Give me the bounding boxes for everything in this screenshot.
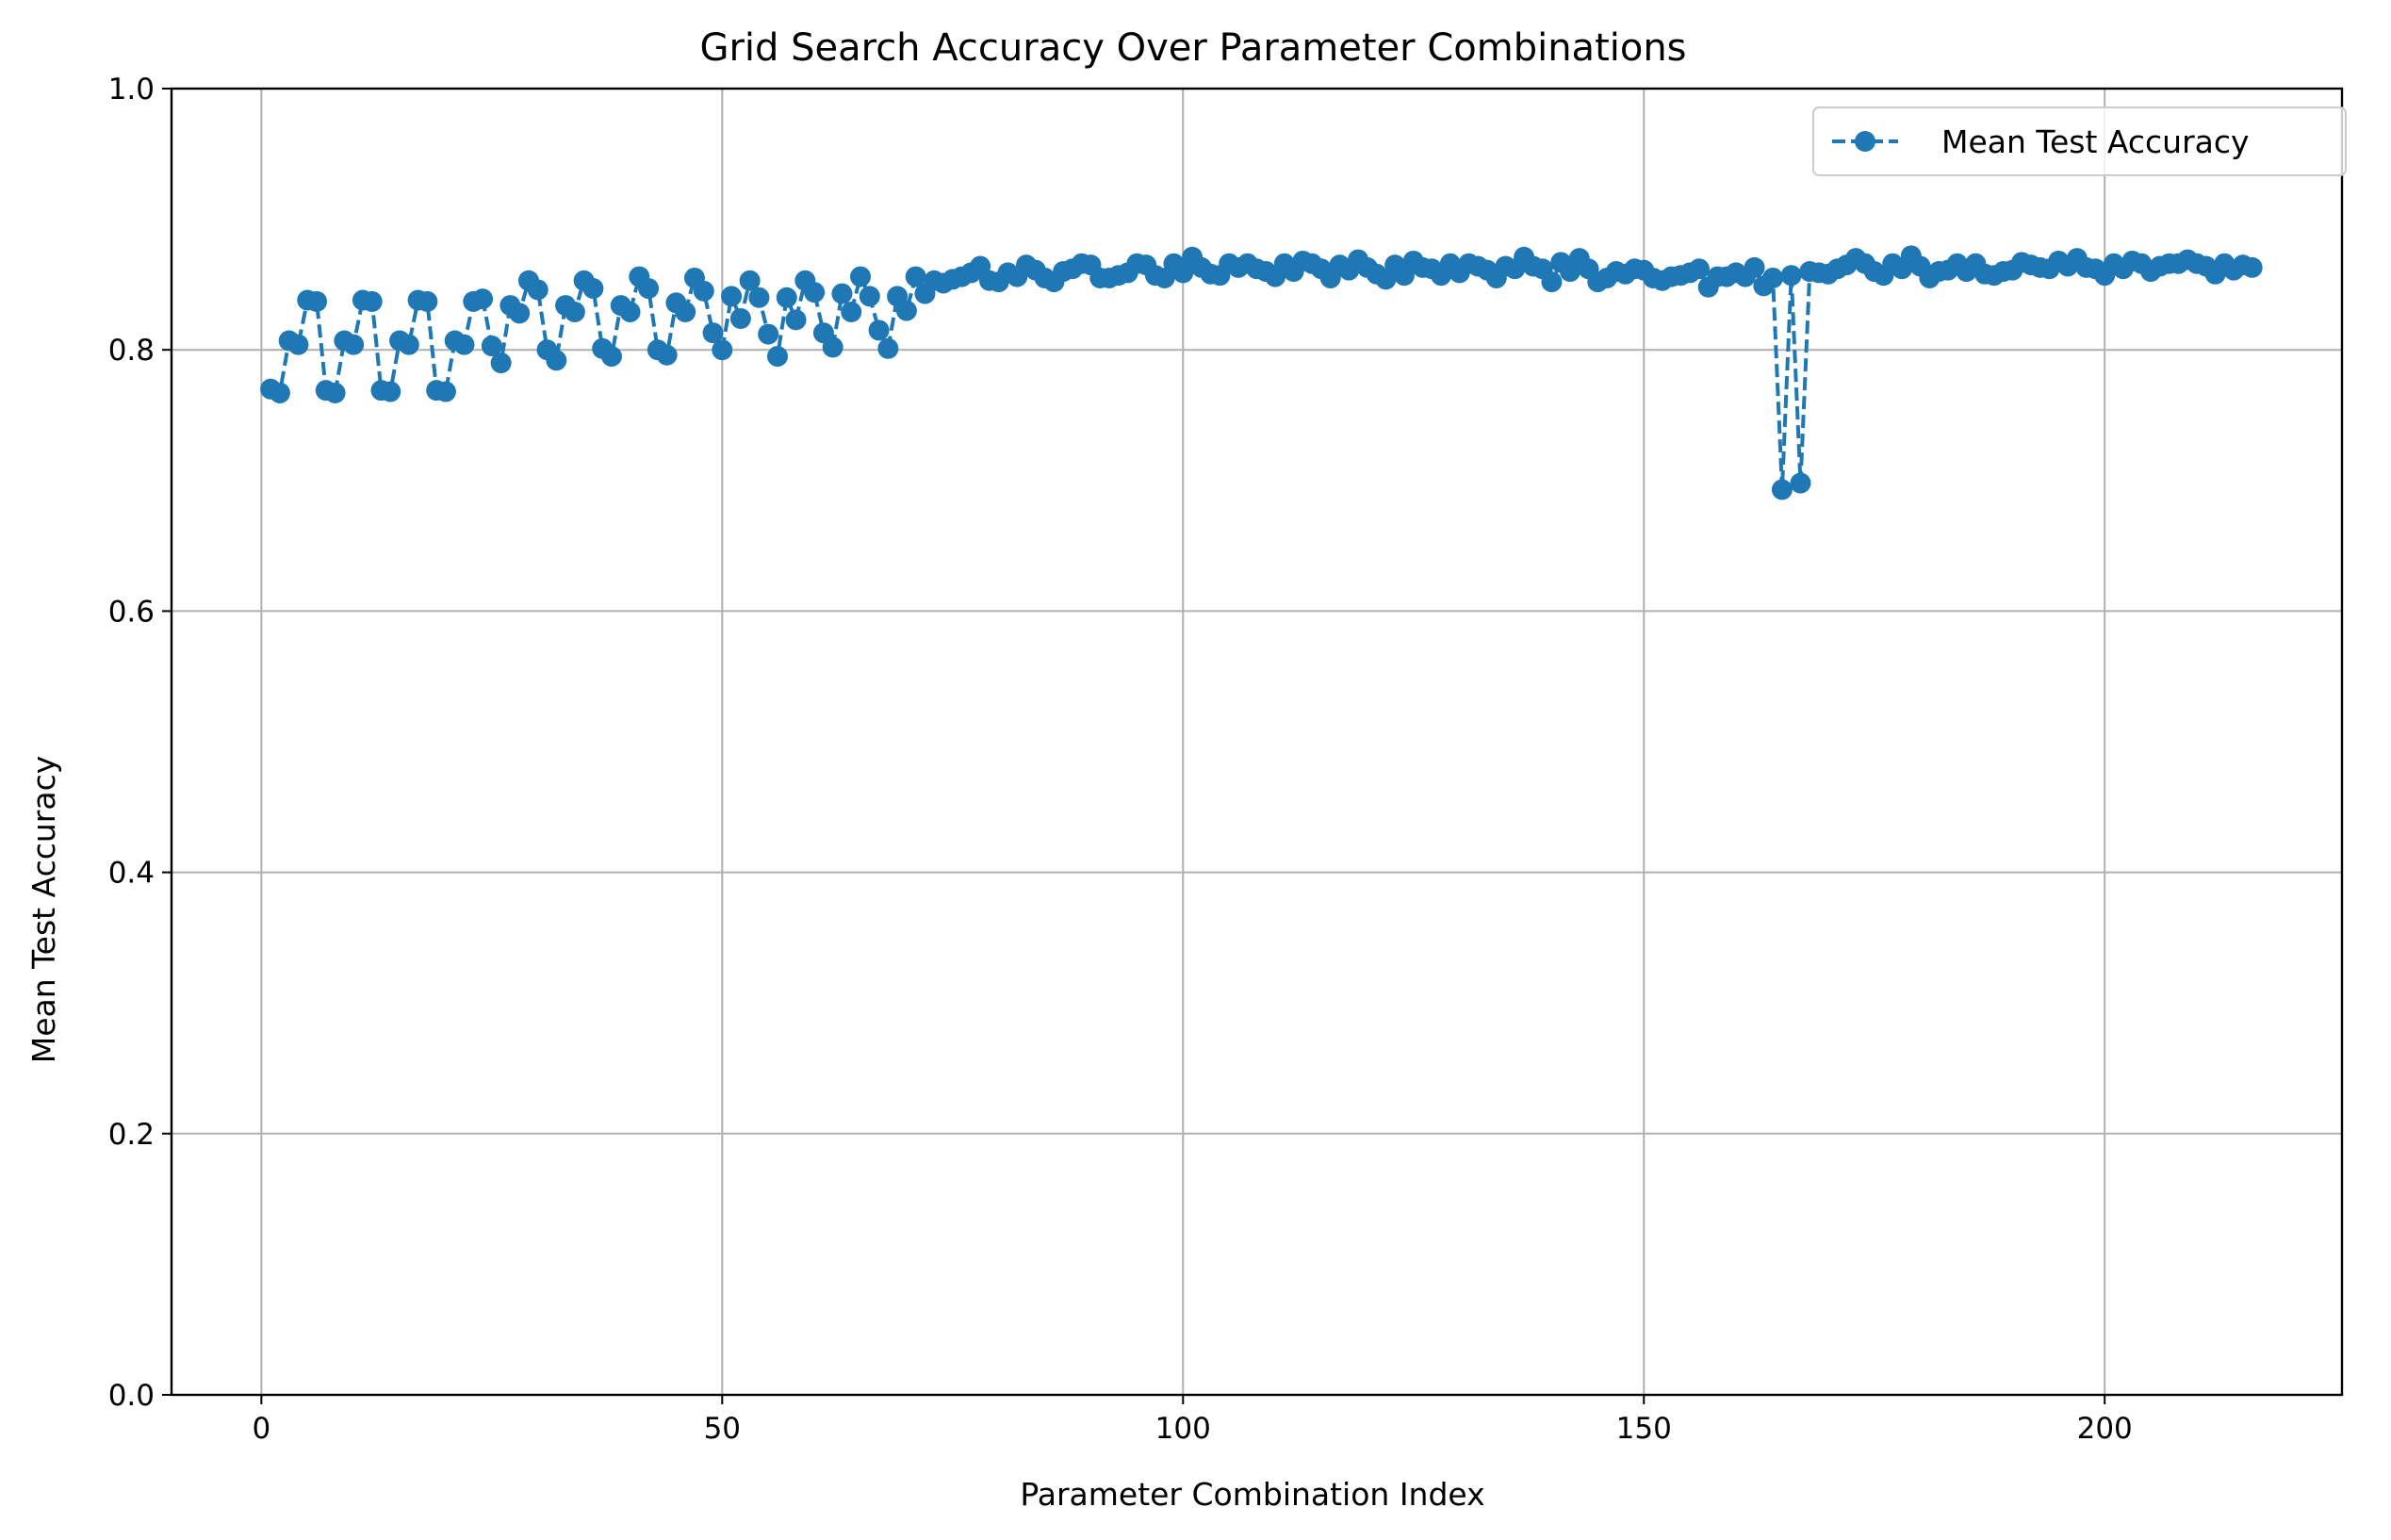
- data-point: [877, 337, 899, 359]
- x-tick-label: 0: [252, 1412, 270, 1446]
- y-tick-label: 0.2: [108, 1118, 155, 1152]
- data-point: [546, 350, 567, 371]
- x-tick-label: 50: [704, 1412, 741, 1446]
- data-point: [675, 302, 696, 323]
- data-point: [527, 279, 549, 301]
- data-point: [306, 290, 328, 312]
- data-point: [822, 336, 843, 358]
- data-point: [868, 319, 890, 341]
- data-point: [905, 266, 926, 287]
- data-point: [739, 270, 761, 291]
- data-point: [766, 346, 788, 368]
- y-tick-label: 0.8: [108, 334, 155, 368]
- data-point: [849, 266, 871, 287]
- data-point: [1780, 265, 1802, 287]
- data-point: [693, 280, 714, 302]
- data-point: [656, 344, 678, 366]
- data-point: [380, 381, 401, 402]
- data-point: [343, 334, 365, 355]
- data-point: [2241, 256, 2263, 278]
- data-point: [859, 286, 880, 307]
- data-point: [287, 334, 309, 355]
- y-tick-label: 0.0: [108, 1379, 155, 1413]
- data-point: [490, 352, 512, 374]
- legend-box: [1812, 106, 2347, 176]
- data-point: [1790, 472, 1811, 494]
- data-point: [804, 282, 826, 303]
- data-point: [453, 334, 475, 355]
- data-point: [1688, 258, 1710, 280]
- data-point: [481, 336, 502, 357]
- data-point: [269, 382, 290, 403]
- data-point: [1762, 267, 1784, 288]
- data-point: [324, 382, 346, 403]
- data-point: [509, 303, 531, 324]
- data-point: [776, 287, 797, 308]
- y-tick-label: 0.6: [108, 595, 155, 629]
- series-layer: [260, 245, 2263, 500]
- data-point: [712, 339, 733, 361]
- data-point: [361, 290, 383, 312]
- data-point: [729, 307, 751, 329]
- data-point: [831, 283, 853, 304]
- y-axis-label: Mean Test Accuracy: [25, 756, 62, 1064]
- data-point: [1771, 479, 1793, 500]
- y-tick-label: 0.4: [108, 857, 155, 891]
- plot-frame: [170, 87, 2344, 1397]
- y-tick-label: 1.0: [108, 73, 155, 106]
- data-point: [417, 290, 438, 312]
- data-point: [619, 302, 641, 323]
- x-tick-label: 150: [1616, 1412, 1672, 1446]
- data-point: [1541, 271, 1563, 293]
- x-tick-label: 100: [1155, 1412, 1211, 1446]
- x-tick-label: 200: [2077, 1412, 2133, 1446]
- data-point: [748, 287, 770, 308]
- data-point: [1744, 256, 1765, 278]
- data-point: [434, 381, 456, 402]
- data-point: [841, 302, 862, 323]
- data-point: [702, 322, 724, 344]
- legend-label: Mean Test Accuracy: [1941, 123, 2250, 160]
- data-point: [472, 288, 494, 310]
- data-point: [564, 302, 585, 323]
- chart-title: Grid Search Accuracy Over Parameter Comb…: [699, 26, 1686, 70]
- data-point: [721, 286, 743, 307]
- data-point: [638, 278, 660, 300]
- data-point: [758, 323, 779, 345]
- data-point: [785, 309, 807, 331]
- legend-marker-sample: [1855, 131, 1875, 152]
- data-point: [600, 346, 622, 368]
- data-point: [582, 278, 604, 300]
- x-axis-label: Parameter Combination Index: [1020, 1476, 1484, 1513]
- legend: Mean Test Accuracy: [1812, 106, 2347, 176]
- data-point: [895, 300, 917, 321]
- tick-layer: 0 50 100 150 200 0.0 0.2 0.4 0.6 0.8 1.0: [108, 73, 2133, 1446]
- data-point: [1172, 262, 1194, 284]
- data-point: [398, 334, 419, 355]
